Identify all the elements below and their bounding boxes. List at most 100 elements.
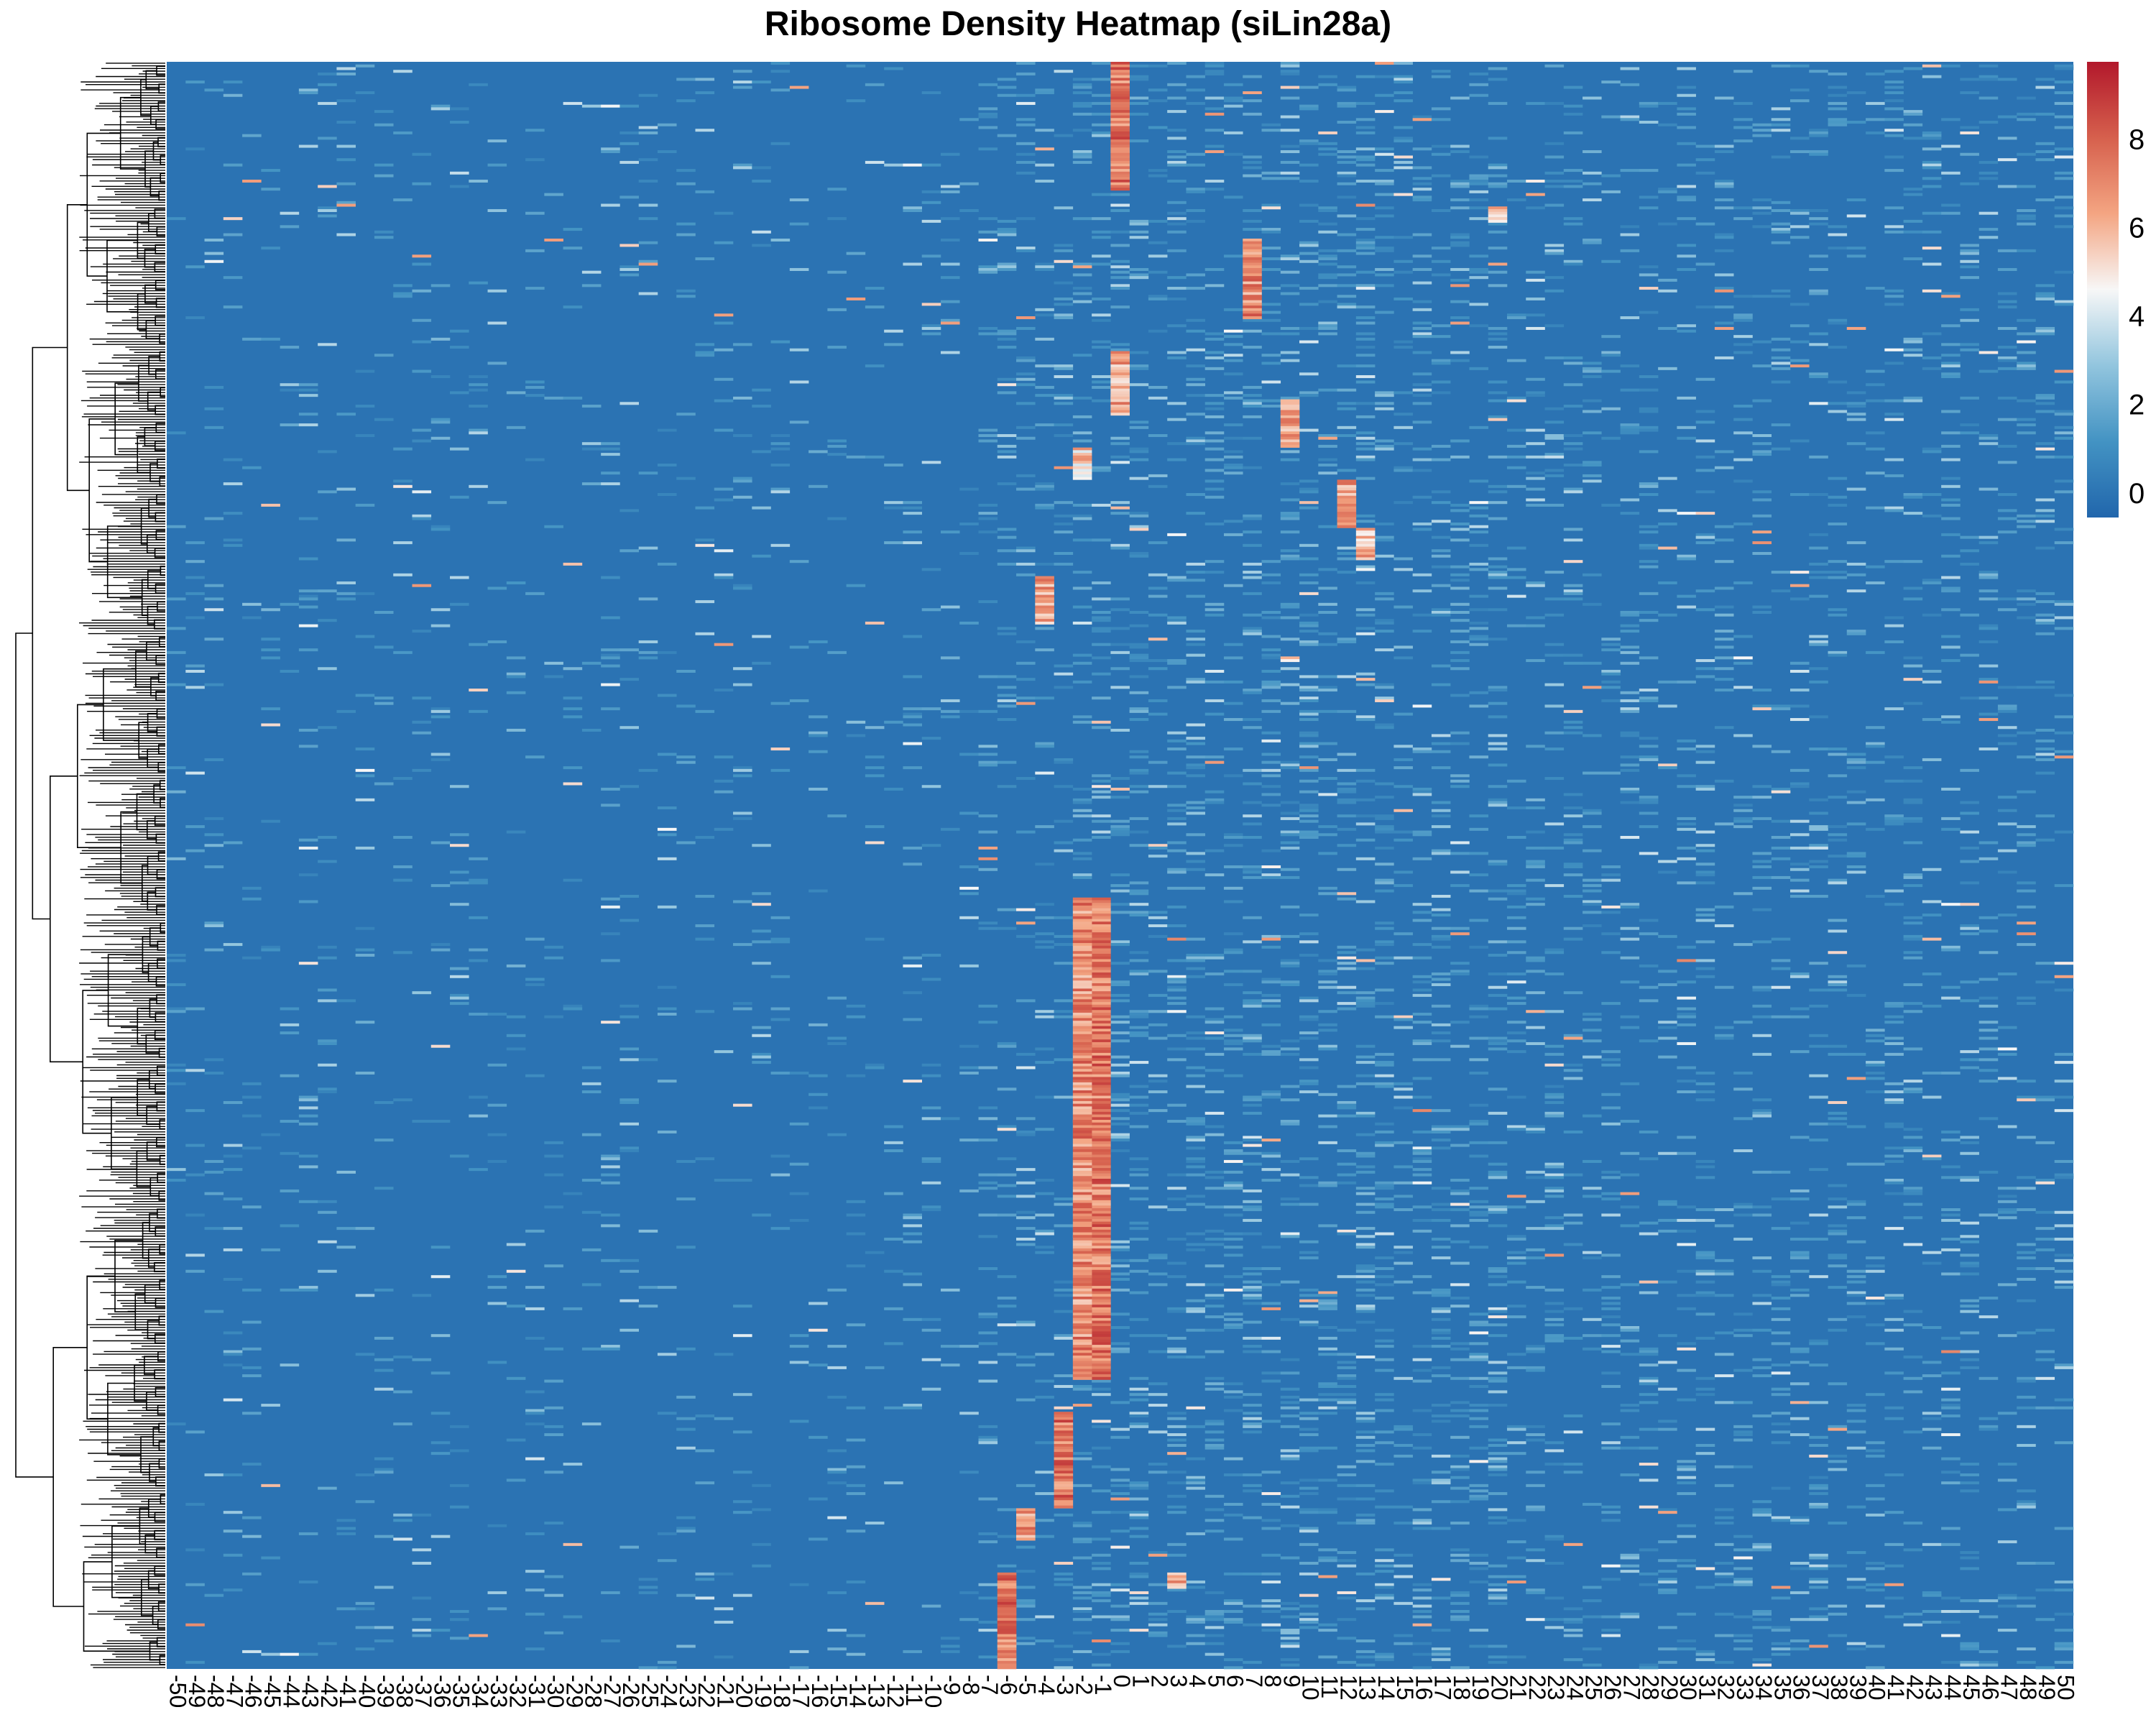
heatmap-cell <box>1789 1251 1810 1254</box>
heatmap-cell <box>1544 1010 1565 1013</box>
heatmap-cell <box>1186 1481 1206 1485</box>
heatmap-cell <box>223 1511 243 1514</box>
heatmap-cell <box>903 1317 922 1321</box>
heatmap-cell <box>657 1353 677 1356</box>
heatmap-cell <box>1299 833 1319 837</box>
heatmap-cell <box>1204 332 1225 336</box>
heatmap-cell <box>1789 975 1810 978</box>
heatmap-cell <box>1771 1412 1791 1415</box>
heatmap-cell <box>1488 1224 1508 1228</box>
heatmap-cell <box>1639 999 1659 1003</box>
heatmap-cell <box>1450 1618 1470 1622</box>
heatmap-cell <box>1375 1205 1394 1209</box>
dendrogram-branch <box>155 833 165 844</box>
heatmap-cell <box>1186 1136 1206 1139</box>
heatmap-cell <box>430 715 451 719</box>
heatmap-cell <box>1450 731 1470 735</box>
heatmap-cell <box>1506 940 1526 944</box>
heatmap-cell <box>1431 1130 1451 1133</box>
heatmap-cell <box>1299 731 1319 735</box>
heatmap-cell <box>657 1012 677 1016</box>
heatmap-cell <box>1752 988 1772 992</box>
heatmap-cell <box>865 774 885 778</box>
heatmap-cell <box>865 305 885 309</box>
heatmap-cell <box>1223 83 1243 86</box>
heatmap-cell <box>1431 273 1451 277</box>
heatmap-cell <box>1469 691 1489 694</box>
heatmap-cell <box>1092 1393 1111 1397</box>
heatmap-cell <box>1204 873 1225 877</box>
heatmap-cell <box>223 841 243 845</box>
heatmap-cell <box>1677 1347 1696 1351</box>
heatmap-cell <box>1639 1663 1659 1667</box>
heatmap-cell <box>1318 300 1337 303</box>
heatmap-cell <box>1054 303 1074 306</box>
heatmap-cell <box>223 1363 243 1367</box>
heatmap-cell <box>1167 1238 1187 1241</box>
heatmap-cell <box>1583 1187 1602 1190</box>
heatmap-cell <box>978 830 998 834</box>
heatmap-cell <box>1695 844 1715 847</box>
heatmap-cell <box>1431 1031 1451 1035</box>
heatmap-cell <box>1714 678 1734 681</box>
heatmap-cell <box>1148 64 1168 68</box>
heatmap-cell <box>1129 426 1149 429</box>
heatmap-cell <box>601 1224 620 1228</box>
heatmap-cell <box>1658 1055 1677 1059</box>
heatmap-cell <box>1299 1618 1319 1622</box>
heatmap-cell <box>1431 613 1451 617</box>
heatmap-cell <box>167 1010 186 1013</box>
heatmap-cell <box>1488 490 1508 494</box>
heatmap-cell <box>1677 1535 1696 1538</box>
heatmap-cell <box>1092 1652 1111 1656</box>
heatmap-cell <box>1318 332 1337 336</box>
heatmap-cell <box>1280 1371 1300 1375</box>
heatmap-cell <box>1639 1382 1659 1386</box>
heatmap-cell <box>1092 1599 1111 1603</box>
heatmap-cell <box>1243 160 1262 164</box>
heatmap-cell <box>1129 889 1149 893</box>
heatmap-cell <box>1733 316 1753 320</box>
heatmap-cell <box>1469 267 1489 271</box>
heatmap-cell <box>1129 881 1149 885</box>
heatmap-cell <box>1355 337 1376 341</box>
heatmap-cell <box>1583 369 1602 373</box>
heatmap-cell <box>1733 635 1753 638</box>
heatmap-cell <box>1771 1197 1791 1201</box>
heatmap-cell <box>204 833 224 837</box>
heatmap-cell <box>1072 152 1092 156</box>
heatmap-cell <box>619 104 639 108</box>
heatmap-cell <box>280 1652 300 1656</box>
heatmap-cell <box>336 201 356 204</box>
heatmap-cell <box>1771 967 1791 970</box>
heatmap-cell <box>1110 501 1130 505</box>
heatmap-cell <box>318 1269 337 1273</box>
heatmap-cell <box>1223 391 1243 395</box>
heatmap-cell <box>1204 1315 1225 1319</box>
heatmap-cell <box>601 1181 620 1184</box>
heatmap-cell <box>1488 1173 1508 1177</box>
heatmap-cell <box>1771 1430 1791 1434</box>
heatmap-cell <box>733 1430 752 1434</box>
heatmap-cell <box>185 147 205 151</box>
heatmap-cell <box>1789 1561 1810 1565</box>
heatmap-cell <box>1355 364 1376 368</box>
heatmap-cell <box>770 447 791 451</box>
heatmap-cell <box>1450 667 1470 671</box>
heatmap-cell <box>1714 822 1734 826</box>
heatmap-cell <box>1752 875 1772 879</box>
heatmap-cell <box>261 638 280 641</box>
heatmap-cell <box>1488 1460 1508 1463</box>
heatmap-cell <box>1337 945 1357 949</box>
heatmap-cell <box>1261 616 1281 620</box>
heatmap-cell <box>1563 262 1583 266</box>
heatmap-cell <box>506 1243 526 1246</box>
heatmap-cell <box>1110 1604 1130 1608</box>
heatmap-cell <box>1072 857 1092 860</box>
heatmap-cell <box>1601 1422 1621 1426</box>
heatmap-cell <box>1204 1350 1225 1353</box>
heatmap-cell <box>1016 171 1036 175</box>
heatmap-cell <box>1469 1629 1489 1632</box>
heatmap-cell <box>298 413 318 416</box>
heatmap-cell <box>1318 689 1337 692</box>
